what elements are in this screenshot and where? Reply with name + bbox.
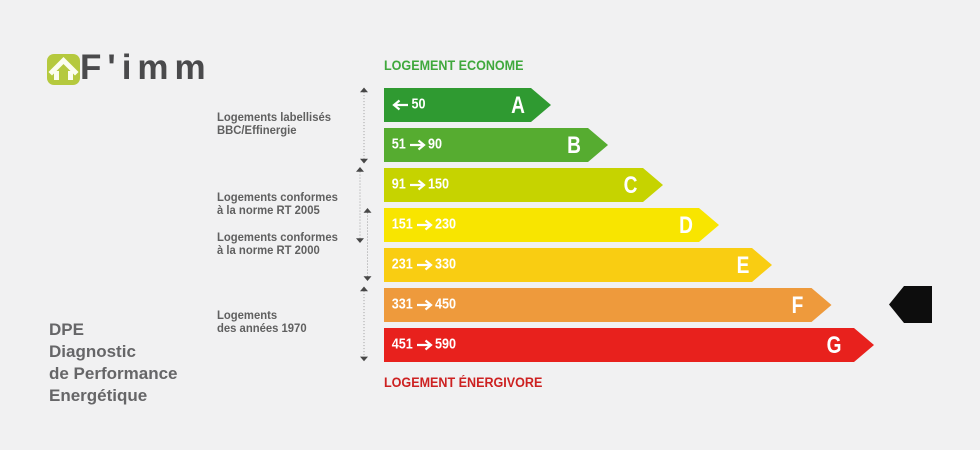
svg-text:590: 590 (435, 334, 456, 351)
svg-text:150: 150 (428, 174, 449, 191)
svg-text:231: 231 (392, 254, 413, 271)
svg-text:G: G (827, 330, 842, 358)
svg-text:230: 230 (435, 214, 456, 231)
svg-text:50: 50 (412, 94, 426, 111)
svg-text:B: B (567, 130, 581, 158)
svg-text:330: 330 (435, 254, 456, 271)
svg-text:D: D (679, 210, 693, 238)
svg-text:E: E (737, 250, 750, 278)
svg-text:451: 451 (392, 334, 413, 351)
svg-text:F: F (792, 290, 804, 318)
svg-text:A: A (511, 90, 525, 118)
svg-text:91: 91 (392, 174, 406, 191)
svg-text:90: 90 (428, 134, 442, 151)
svg-text:51: 51 (392, 134, 406, 151)
svg-text:C: C (624, 170, 638, 198)
svg-text:331: 331 (392, 294, 413, 311)
svg-text:450: 450 (435, 294, 456, 311)
svg-text:151: 151 (392, 214, 413, 231)
